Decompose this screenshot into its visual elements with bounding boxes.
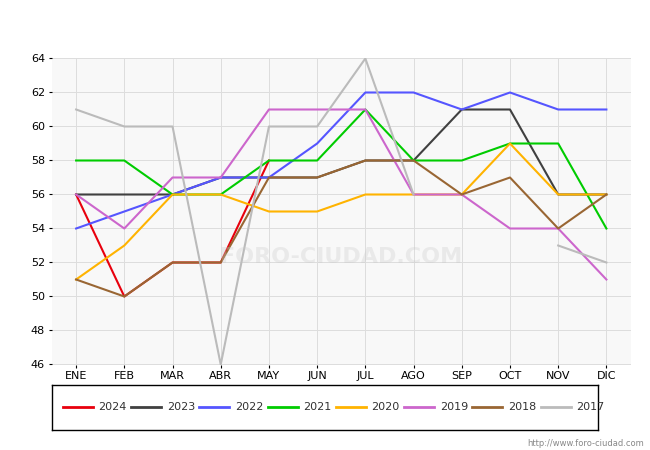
Text: 2019: 2019 [439,402,468,412]
Text: http://www.foro-ciudad.com: http://www.foro-ciudad.com [526,439,644,448]
Text: 2020: 2020 [371,402,400,412]
Text: 2017: 2017 [576,402,604,412]
Text: FORO-CIUDAD.COM: FORO-CIUDAD.COM [220,248,462,267]
Text: 2024: 2024 [98,402,127,412]
Text: 2022: 2022 [235,402,263,412]
Text: 2021: 2021 [303,402,332,412]
Text: 2018: 2018 [508,402,536,412]
Text: 2023: 2023 [166,402,195,412]
Text: Afiliados en El Cerro a 31/5/2024: Afiliados en El Cerro a 31/5/2024 [182,16,468,34]
